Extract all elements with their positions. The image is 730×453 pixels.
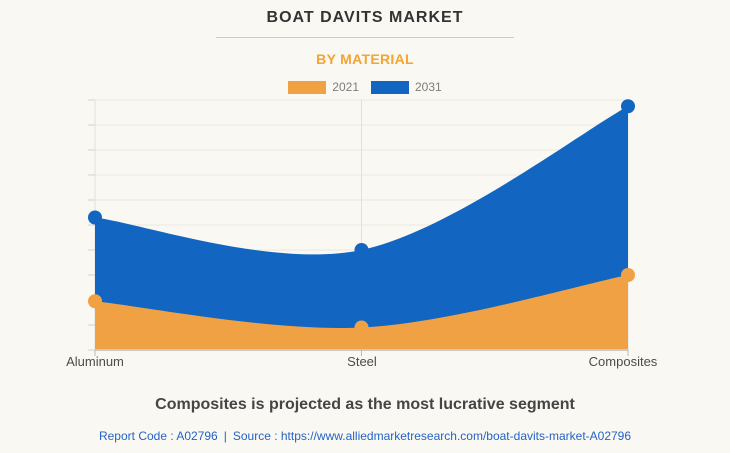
- legend-swatch-2031: [371, 80, 409, 94]
- area-series-2021: [95, 275, 628, 349]
- area-chart-canvas: [88, 99, 635, 356]
- data-point-2021-aluminum[interactable]: [88, 294, 102, 309]
- legend-label-2031: 2031: [415, 80, 442, 94]
- source-line: Report Code : A02796 | Source : https://ww…: [0, 429, 730, 443]
- x-axis-label-steel: Steel: [347, 354, 377, 369]
- source-separator: |: [223, 429, 227, 443]
- chart-subtitle: BY MATERIAL: [316, 51, 414, 67]
- report-code-link[interactable]: Report Code : A02796: [98, 429, 218, 443]
- x-axis-label-composites: Composites: [588, 354, 658, 369]
- x-axis-label-aluminum: Aluminum: [66, 354, 124, 369]
- data-point-2031-composites[interactable]: [621, 99, 635, 114]
- chart-title: BOAT DAVITS MARKET: [266, 9, 464, 26]
- data-point-2031-aluminum[interactable]: [88, 210, 102, 225]
- area-series-2031: [95, 106, 628, 349]
- legend-label-2021: 2021: [332, 80, 359, 94]
- legend-swatch-2021: [288, 80, 327, 94]
- source-url-link[interactable]: Source : https://www.alliedmarketresearc…: [232, 429, 632, 443]
- data-point-2031-steel[interactable]: [354, 243, 369, 257]
- data-point-2021-composites[interactable]: [621, 268, 635, 282]
- data-point-2021-steel[interactable]: [354, 320, 369, 335]
- legend: 2021 2031: [0, 80, 730, 94]
- title-divider: [216, 37, 514, 38]
- chart-footnote: Composites is projected as the most lucr…: [155, 396, 575, 413]
